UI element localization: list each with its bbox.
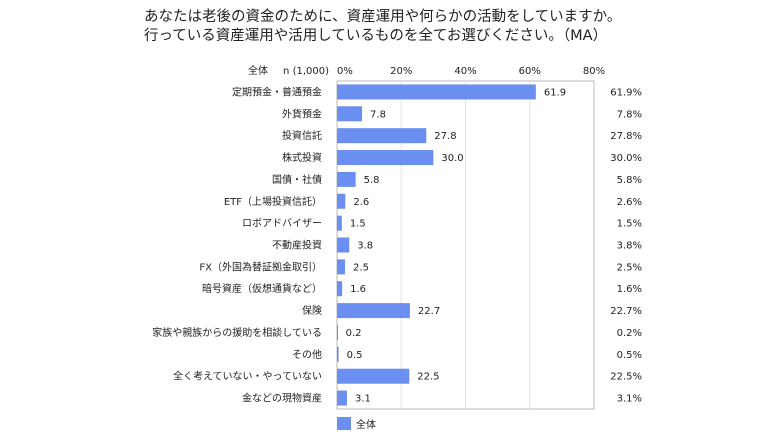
n-label: n (1,000): [283, 66, 329, 77]
header-label: 全体: [248, 64, 268, 77]
bar: [337, 390, 347, 406]
percent-label: 7.8%: [617, 109, 642, 120]
bar: [337, 303, 410, 319]
category-label: 株式投資: [282, 151, 322, 164]
data-label: 3.8: [357, 241, 373, 252]
bar: [337, 281, 343, 297]
bar: [337, 324, 338, 340]
title-line-2: 行っている資産運用や活用しているものを全てお選びください。（MA）: [144, 28, 608, 44]
percent-label: 2.6%: [617, 197, 642, 208]
chart-title: あなたは老後の資金のために、資産運用や何らかの活動をしていますか。 行っている資…: [144, 8, 621, 46]
percent-label: 1.6%: [617, 284, 642, 295]
data-label: 5.8: [364, 175, 380, 186]
bar: [337, 106, 363, 122]
category-label: その他: [292, 348, 322, 361]
x-tick-label: 20%: [390, 66, 412, 77]
category-label: FX（外国為替証拠金取引）: [199, 260, 322, 273]
data-label: 30.0: [441, 153, 463, 164]
percent-label: 22.7%: [610, 306, 642, 317]
category-label: 不動産投資: [272, 239, 322, 252]
category-label: 国債・社債: [272, 173, 322, 186]
data-label: 2.5: [353, 262, 369, 273]
percent-label: 0.5%: [617, 350, 642, 361]
bar: [337, 84, 536, 100]
category-label: 家族や親族からの援助を相談している: [152, 326, 322, 339]
legend-label: 全体: [356, 418, 376, 431]
percent-label: 3.8%: [617, 241, 642, 252]
data-label: 0.2: [346, 328, 362, 339]
percent-label: 22.5%: [610, 372, 642, 383]
percent-label: 2.5%: [617, 262, 642, 273]
percent-label: 1.5%: [617, 219, 642, 230]
data-label: 61.9: [544, 87, 566, 98]
percent-label: 5.8%: [617, 175, 642, 186]
data-label: 1.5: [350, 219, 366, 230]
percent-label: 3.1%: [617, 394, 642, 405]
x-tick-label: 0%: [337, 66, 353, 77]
data-label: 1.6: [350, 284, 366, 295]
x-tick-label: 60%: [519, 66, 541, 77]
percent-label: 27.8%: [610, 131, 642, 142]
bar: [337, 150, 434, 166]
data-label: 27.8: [434, 131, 456, 142]
title-line-1: あなたは老後の資金のために、資産運用や何らかの活動をしていますか。: [144, 9, 622, 25]
bar: [337, 237, 350, 253]
data-label: 7.8: [370, 109, 386, 120]
bar: [337, 171, 356, 187]
bar: [337, 215, 342, 231]
category-label: ETF（上場投資信託）: [224, 195, 322, 208]
percent-label: 61.9%: [610, 87, 642, 98]
bar: [337, 128, 427, 144]
percent-label: 0.2%: [617, 328, 642, 339]
data-label: 22.7: [418, 306, 440, 317]
bar: [337, 259, 346, 275]
category-label: 定期預金・普通預金: [232, 85, 322, 98]
category-label: 外貨預金: [282, 107, 322, 120]
data-label: 0.5: [347, 350, 363, 361]
category-label: 全く考えていない・やっていない: [173, 370, 322, 383]
category-label: 暗号資産（仮想通貨など）: [202, 282, 322, 295]
category-label: 投資信託: [282, 129, 322, 142]
legend-swatch: [337, 417, 351, 430]
bar: [337, 368, 410, 384]
data-label: 22.5: [417, 372, 439, 383]
category-label: 保険: [302, 304, 322, 317]
percent-label: 30.0%: [610, 153, 642, 164]
x-tick-label: 80%: [583, 66, 605, 77]
bar: [337, 346, 339, 362]
data-label: 2.6: [353, 197, 369, 208]
x-tick-label: 40%: [454, 66, 476, 77]
data-label: 3.1: [355, 394, 371, 405]
bar: [337, 193, 346, 209]
category-label: ロボアドバイザー: [242, 218, 322, 230]
category-label: 金などの現物資産: [242, 392, 322, 405]
